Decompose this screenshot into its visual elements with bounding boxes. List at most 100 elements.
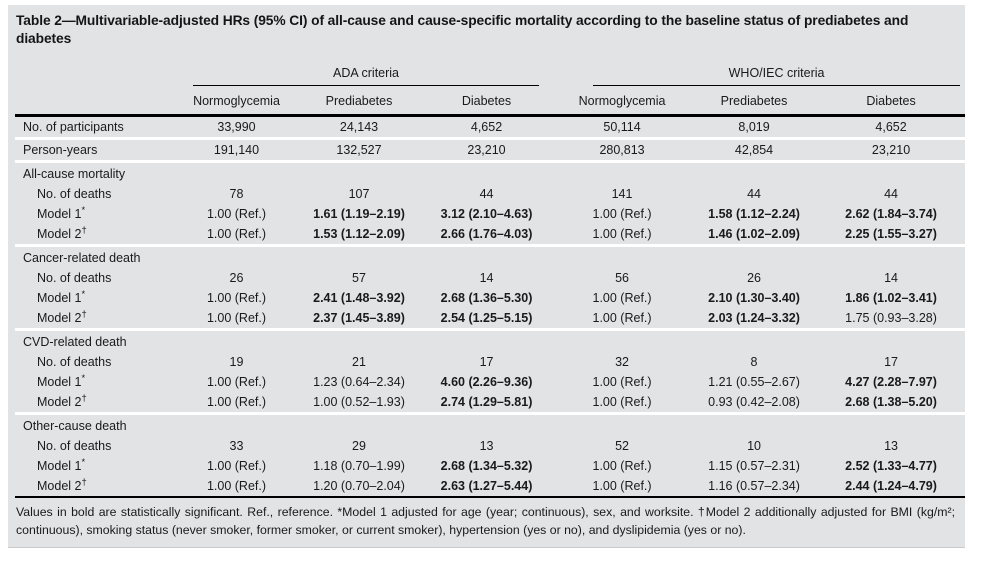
table-footnote: Values in bold are statistically signifi… bbox=[16, 505, 955, 537]
cell: 2.68 (1.36–5.30) bbox=[440, 291, 533, 305]
cell: 0.93 (0.42–2.08) bbox=[708, 395, 800, 409]
cell: 13 bbox=[479, 439, 494, 453]
criteria-group-header-row: ADA criteria WHO/IEC criteria bbox=[15, 56, 965, 86]
section-other-cause-death: Other-cause death No. of deaths 33 29 13… bbox=[15, 412, 966, 498]
cell: 4.60 (2.26–9.36) bbox=[440, 375, 533, 389]
section-label: All-cause mortality bbox=[15, 160, 966, 184]
cell: 1.00 (0.52–1.93) bbox=[313, 395, 405, 409]
cell: 3.12 (2.10–4.63) bbox=[440, 207, 533, 221]
cell: 1.00 (Ref.) bbox=[206, 291, 267, 305]
cell: 2.41 (1.48–3.92) bbox=[313, 291, 405, 305]
cell: 26 bbox=[747, 271, 761, 285]
cell: 10 bbox=[747, 439, 761, 453]
cell: 29 bbox=[352, 439, 366, 453]
cell: 52 bbox=[615, 439, 629, 453]
table-row: Model 1* 1.00 (Ref.) 2.41 (1.48–3.92) 2.… bbox=[15, 288, 965, 308]
cell: 57 bbox=[352, 271, 366, 285]
row-label: Model 2† bbox=[15, 392, 175, 414]
cell: 1.00 (Ref.) bbox=[592, 311, 652, 325]
cell: 33,990 bbox=[217, 120, 256, 134]
cell: 44 bbox=[479, 187, 494, 201]
cell: 17 bbox=[479, 355, 494, 369]
section-cvd-related-death: CVD-related death No. of deaths 19 21 17… bbox=[15, 328, 966, 414]
cell: 2.63 (1.27–5.44) bbox=[420, 476, 554, 498]
section-participants: No. of participants 33,990 24,143 4,652 … bbox=[15, 116, 965, 139]
section-label-row: All-cause mortality bbox=[15, 160, 966, 184]
cell: 1.00 (Ref.) bbox=[592, 227, 652, 241]
cell: 1.18 (0.70–1.99) bbox=[313, 459, 405, 473]
row-label-text: No. of deaths bbox=[37, 187, 112, 201]
cell: 4.27 (2.28–7.97) bbox=[845, 375, 937, 389]
column-header-ada-normoglycemia: Normoglycemia bbox=[175, 86, 298, 117]
cell: 2.52 (1.33–4.77) bbox=[845, 459, 937, 473]
table-row: No. of deaths 78 107 44 141 44 44 bbox=[15, 184, 965, 204]
section-label-row: Other-cause death bbox=[15, 412, 966, 436]
empty-header-cell bbox=[15, 86, 175, 117]
section-label: Other-cause death bbox=[15, 412, 966, 436]
cell: 1.46 (1.02–2.09) bbox=[708, 227, 800, 241]
cell: 2.25 (1.55–3.27) bbox=[845, 227, 937, 241]
footnote-mark: † bbox=[81, 392, 87, 404]
cell: 21 bbox=[352, 355, 366, 369]
cell: 107 bbox=[348, 187, 370, 201]
cell: 78 bbox=[229, 187, 244, 201]
cell: 1.00 (Ref.) bbox=[206, 459, 267, 473]
section-label: CVD-related death bbox=[15, 328, 966, 352]
cell: 2.03 (1.24–3.32) bbox=[708, 311, 800, 325]
table-panel: Table 2—Multivariable-adjusted HRs (95% … bbox=[8, 5, 966, 548]
footnote-mark: * bbox=[81, 288, 86, 300]
footnote-mark: † bbox=[81, 476, 87, 488]
row-label: Model 2† bbox=[15, 308, 175, 330]
table-title: Table 2—Multivariable-adjusted HRs (95% … bbox=[16, 13, 909, 46]
table-row: No. of deaths 19 21 17 32 8 17 bbox=[15, 352, 965, 372]
cell: 1.53 (1.12–2.09) bbox=[313, 227, 405, 241]
row-label-text: Model 1 bbox=[37, 207, 82, 221]
cell: 2.68 (1.34–5.32) bbox=[440, 459, 533, 473]
cell: 2.74 (1.29–5.81) bbox=[440, 395, 533, 409]
cell: 23,210 bbox=[817, 137, 966, 162]
row-label-text: No. of deaths bbox=[37, 271, 112, 285]
row-label: No. of deaths bbox=[15, 184, 175, 204]
section-person-years: Person-years 191,140 132,527 23,210 280,… bbox=[15, 137, 966, 162]
cell: 13 bbox=[884, 439, 898, 453]
row-label-text: Model 1 bbox=[37, 291, 82, 305]
column-header-ada-diabetes: Diabetes bbox=[420, 86, 554, 117]
cell: 2.62 (1.84–3.74) bbox=[845, 207, 937, 221]
column-header-who-normoglycemia: Normoglycemia bbox=[553, 86, 692, 117]
cell: 1.58 (1.12–2.24) bbox=[708, 207, 800, 221]
row-label: No. of participants bbox=[23, 120, 124, 134]
row-label-text: Model 1 bbox=[37, 459, 82, 473]
section-label: Cancer-related death bbox=[15, 244, 966, 268]
cell: 2.54 (1.25–5.15) bbox=[440, 311, 533, 325]
cell: 191,140 bbox=[175, 137, 298, 162]
table-row: Model 1* 1.00 (Ref.) 1.23 (0.64–2.34) 4.… bbox=[15, 372, 965, 392]
cell: 2.66 (1.76–4.03) bbox=[440, 227, 533, 241]
footnote-mark: * bbox=[81, 456, 86, 468]
table-row: Model 2† 1.00 (Ref.) 1.20 (0.70–2.04) 2.… bbox=[15, 476, 966, 498]
column-header-row: Normoglycemia Prediabetes Diabetes Normo… bbox=[15, 86, 966, 117]
cell: 141 bbox=[611, 187, 633, 201]
cell: 44 bbox=[747, 187, 761, 201]
footnote-mark: * bbox=[81, 372, 86, 384]
row-label: Model 1* bbox=[15, 204, 175, 224]
row-label: Model 1* bbox=[15, 288, 175, 308]
cell: 2.44 (1.24–4.79) bbox=[817, 476, 966, 498]
section-label-row: Cancer-related death bbox=[15, 244, 966, 268]
cell: 32 bbox=[615, 355, 629, 369]
table-row: Model 2† 1.00 (Ref.) 1.00 (0.52–1.93) 2.… bbox=[15, 392, 965, 414]
row-label-text: Model 2 bbox=[37, 311, 82, 325]
section-label-row: CVD-related death bbox=[15, 328, 966, 352]
cell: 1.16 (0.57–2.34) bbox=[691, 476, 818, 498]
cell: 17 bbox=[884, 355, 898, 369]
cell: 1.00 (Ref.) bbox=[206, 311, 267, 325]
cell: 1.00 (Ref.) bbox=[206, 207, 267, 221]
cell: 14 bbox=[479, 271, 494, 285]
row-label: Person-years bbox=[15, 137, 175, 162]
cell: 50,114 bbox=[603, 120, 641, 134]
cell: 1.00 (Ref.) bbox=[206, 375, 267, 389]
group-header-who: WHO/IEC criteria bbox=[593, 66, 961, 86]
cell: 1.20 (0.70–2.04) bbox=[298, 476, 420, 498]
row-label: Model 1* bbox=[15, 372, 175, 392]
cell: 1.23 (0.64–2.34) bbox=[313, 375, 405, 389]
cell: 1.00 (Ref.) bbox=[592, 207, 652, 221]
